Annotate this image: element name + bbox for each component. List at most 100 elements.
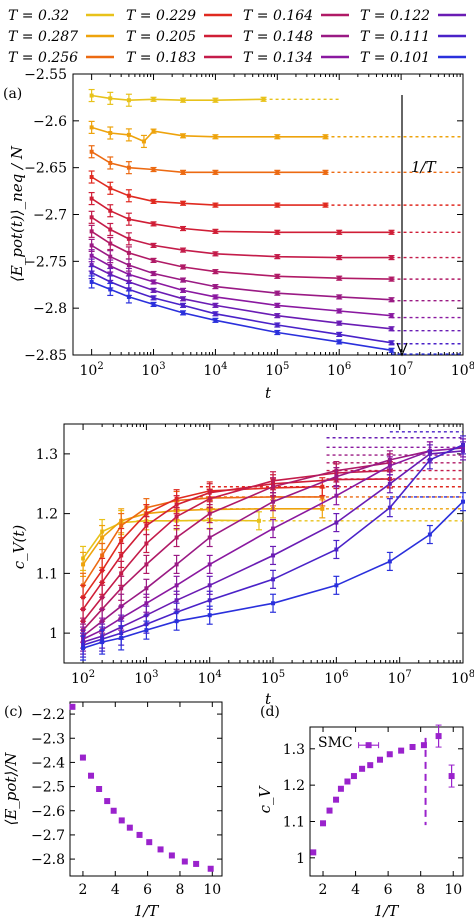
data-point	[151, 279, 156, 284]
data-point	[334, 520, 339, 525]
data-point	[275, 254, 280, 259]
legend-label: T = 0.101	[360, 50, 430, 66]
plot-frame	[72, 73, 464, 356]
x-tick-label: 105	[261, 669, 285, 687]
series-line	[91, 151, 326, 174]
y-tick-label: 1.1	[283, 814, 305, 830]
data-point	[89, 196, 94, 201]
data-point	[193, 860, 200, 867]
data-point	[367, 762, 374, 769]
data-point	[181, 278, 186, 283]
data-point	[89, 175, 94, 180]
data-point	[334, 583, 339, 588]
data-point	[144, 601, 149, 606]
data-point	[398, 747, 405, 754]
data-point	[126, 193, 131, 198]
x-tick-label: 103	[141, 361, 165, 379]
data-point	[310, 849, 317, 856]
series-line	[82, 496, 323, 586]
data-point	[389, 326, 394, 331]
data-point	[389, 348, 394, 353]
data-point	[89, 149, 94, 154]
data-point	[213, 203, 218, 208]
data-point	[126, 272, 131, 277]
data-point	[119, 586, 124, 591]
y-tick-label: −2.85	[24, 348, 67, 364]
data-point	[151, 258, 156, 263]
legend-label: T = 0.256	[8, 50, 78, 66]
x-tick-label: 6	[384, 882, 393, 898]
data-point	[151, 167, 156, 172]
data-point	[126, 824, 133, 831]
data-point	[151, 129, 156, 134]
data-point	[89, 253, 94, 258]
data-point	[213, 294, 218, 299]
data-point	[461, 499, 465, 504]
data-point	[141, 139, 146, 144]
data-point	[323, 170, 328, 175]
x-tick-label: 2	[78, 882, 87, 898]
data-point	[213, 284, 218, 289]
panel-d-specific-heat-scatter: 2 4 6 8 10 1 1.1 1.2 1.3 SMC 1/T c_V	[256, 724, 464, 920]
data-point	[126, 263, 131, 268]
x-tick-label: 102	[80, 361, 104, 379]
data-point	[207, 613, 212, 618]
data-point	[275, 330, 280, 335]
x-tick-label: 104	[203, 361, 227, 379]
x-tick-label: 2	[319, 882, 328, 898]
data-point	[376, 756, 383, 763]
data-point	[213, 251, 218, 256]
x-tick-label: 4	[111, 882, 120, 898]
data-point	[181, 310, 186, 315]
data-point	[144, 562, 149, 567]
data-point	[69, 703, 76, 710]
y-tick-label: 1	[296, 851, 305, 867]
data-point	[108, 264, 113, 269]
data-point	[389, 230, 394, 235]
data-point	[89, 279, 94, 284]
data-point	[275, 230, 280, 235]
y-axis-label: ⟨E_pot⟩/N	[2, 752, 20, 826]
y-tick-label: −2.6	[31, 804, 65, 820]
y-tick-label: 1.3	[283, 742, 305, 758]
x-tick-label: 106	[327, 361, 351, 379]
data-point	[213, 229, 218, 234]
data-point	[213, 170, 218, 175]
panel-d-label: (d)	[260, 704, 280, 720]
data-point	[181, 264, 186, 269]
data-point	[108, 287, 113, 292]
series-line	[82, 508, 323, 565]
data-point	[181, 288, 186, 293]
data-point	[108, 96, 113, 101]
data-point	[213, 98, 218, 103]
data-point	[320, 494, 325, 499]
data-point	[181, 296, 186, 301]
data-point	[387, 463, 392, 468]
series-line	[91, 271, 392, 344]
data-point	[320, 506, 325, 511]
series-line	[91, 197, 392, 234]
data-point	[89, 243, 94, 248]
data-point	[181, 201, 186, 206]
data-point	[323, 134, 328, 139]
series-line	[91, 216, 392, 259]
data-point	[387, 505, 392, 510]
y-tick-label: 1.2	[36, 507, 58, 523]
y-tick-label: −2.8	[31, 852, 65, 868]
data-point	[108, 254, 113, 259]
data-point	[118, 817, 125, 824]
data-point	[359, 765, 366, 772]
data-point	[181, 248, 186, 253]
data-point	[261, 97, 266, 102]
x-tick-label: 107	[388, 669, 412, 687]
series-line	[91, 126, 326, 143]
y-tick-label: −2.6	[33, 114, 67, 130]
data-point	[89, 270, 94, 275]
data-point	[337, 785, 344, 792]
data-point	[334, 474, 339, 479]
data-point	[89, 263, 94, 268]
panel-a-energy-chart: 102 103 104 105 106 107 108 −2.55 −2.6 −2.65 −2.7 −…	[8, 67, 474, 402]
x-tick-label: 6	[143, 882, 152, 898]
data-point	[100, 535, 105, 540]
data-point	[275, 203, 280, 208]
